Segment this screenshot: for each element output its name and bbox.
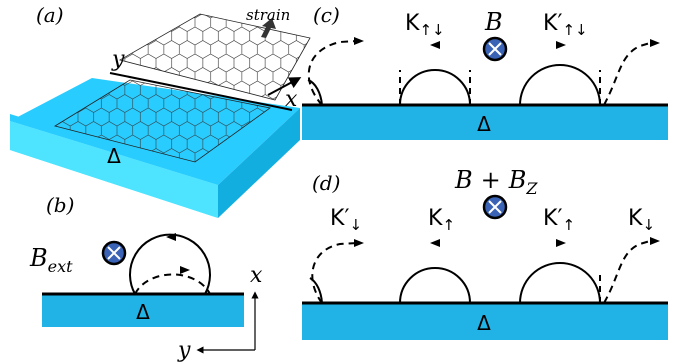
orbit-dashed: [603, 42, 651, 106]
state-label-K-prime: K′↑↓: [543, 11, 588, 39]
panel-a-label: (a): [36, 3, 64, 27]
field-label: B: [484, 8, 503, 36]
orbit-solid: [519, 262, 601, 304]
orbit-arrow: [650, 39, 660, 47]
orbit-dashed: [134, 273, 211, 295]
orbit-arrow: [650, 237, 660, 245]
substrate-front: [10, 121, 218, 218]
substrate-front-face: [10, 114, 218, 185]
orbit-arrow: [556, 41, 566, 49]
axis-y-label: y: [111, 47, 125, 72]
axis-x-label: x: [285, 87, 298, 112]
panel-b-label: (b): [46, 193, 74, 217]
field-label: B + BZ: [454, 166, 538, 198]
axis-line: [109, 72, 293, 111]
panel-b: (b) Δ Bext x y: [29, 193, 263, 362]
orbit-dashed: [399, 70, 471, 105]
substrate-label: Δ: [477, 311, 491, 335]
strain-label: strain: [246, 6, 290, 24]
field-symbol: [101, 240, 127, 266]
orbit-dashed: [603, 240, 651, 304]
state-label-K: K↑↓: [405, 11, 445, 39]
panel-a: (a) strain y x Δ: [10, 3, 311, 218]
field-label: Bext: [29, 244, 73, 276]
orbit-solid: [399, 69, 471, 106]
state-label-K-prime-up: K′↑: [543, 206, 575, 234]
substrate-bar: [302, 303, 668, 340]
orbit-solid: [399, 267, 471, 304]
substrate-side-face: [218, 108, 300, 218]
orbit-solid: [129, 233, 211, 295]
strain-arrow: [261, 18, 276, 38]
orbit-solid: [307, 79, 323, 106]
substrate-bar: [42, 294, 244, 327]
substrate-label: Δ: [107, 144, 121, 168]
field-symbol: [482, 194, 508, 220]
substrate-label: Δ: [136, 300, 150, 324]
orbit-arrow: [354, 37, 364, 45]
state-label-K-up: K↑: [428, 206, 455, 234]
orbit-dashed: [307, 40, 358, 106]
orbit-solid-arrow: [166, 233, 176, 241]
orbit-solid: [309, 277, 323, 304]
orbit-arrow: [430, 41, 440, 49]
panel-c: (c) Δ K↑↓ K′↑↓ B: [302, 3, 668, 140]
orbit-dashed-arrow: [180, 266, 190, 274]
substrate-bar: [302, 105, 668, 140]
substrate-label: Δ: [477, 112, 491, 136]
state-label-K-prime-down: K′↓: [330, 206, 362, 234]
graphene-on-substrate: [53, 79, 271, 163]
orbit-arrow: [556, 239, 566, 247]
axis-x-label: x: [250, 263, 263, 288]
panel-d-label: (d): [312, 171, 340, 195]
axis-y-label: y: [177, 338, 191, 362]
orbit-arrow: [354, 239, 364, 247]
orbit-solid: [519, 64, 601, 106]
orbit-arrow: [430, 239, 440, 247]
orbit-dashed: [311, 242, 358, 304]
panel-d: (d) B + BZ Δ K′↓ K↑ K′↑ K↓: [302, 166, 668, 340]
field-symbol: [482, 36, 508, 62]
axis-x-arrow: [267, 77, 302, 96]
panel-c-label: (c): [313, 3, 340, 27]
state-label-K-down: K↓: [628, 206, 655, 234]
